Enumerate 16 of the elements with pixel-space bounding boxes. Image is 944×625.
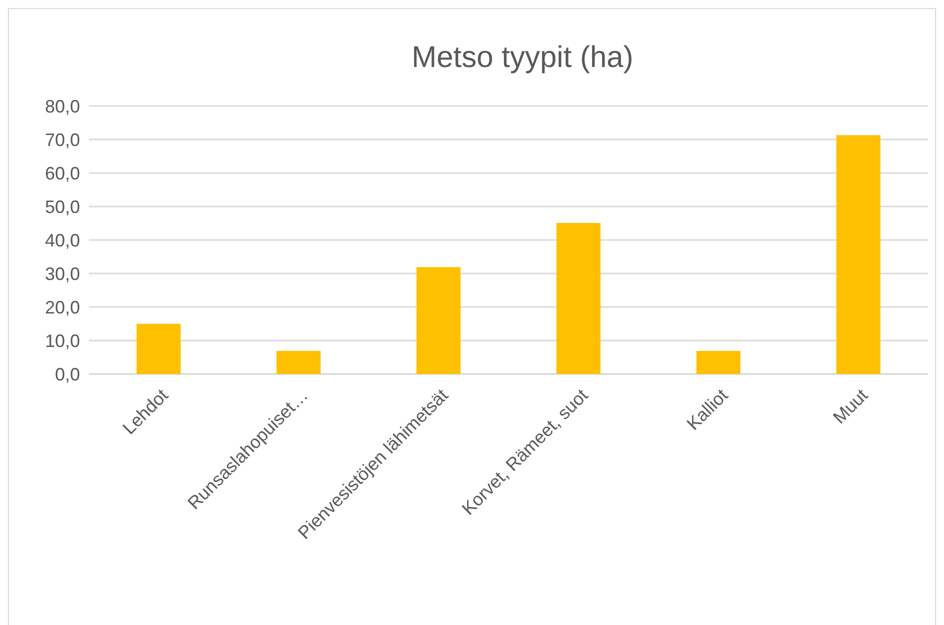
bar — [696, 350, 740, 374]
bar — [136, 324, 181, 374]
y-tick-label: 60,0 — [44, 163, 80, 184]
y-tick-label: 80,0 — [44, 96, 80, 116]
y-tick-label: 20,0 — [44, 297, 80, 318]
y-tick-label: 30,0 — [44, 264, 80, 284]
chart-title: Metso tyypit (ha) — [412, 41, 634, 74]
y-tick-label: 50,0 — [44, 196, 80, 217]
bar — [556, 222, 601, 374]
bar — [416, 267, 461, 374]
bar — [276, 350, 321, 374]
bar — [836, 135, 880, 374]
y-tick-label: 0,0 — [54, 364, 80, 384]
y-tick-label: 70,0 — [44, 130, 80, 150]
y-tick-label: 10,0 — [44, 330, 80, 351]
y-tick-label: 40,0 — [44, 230, 80, 250]
